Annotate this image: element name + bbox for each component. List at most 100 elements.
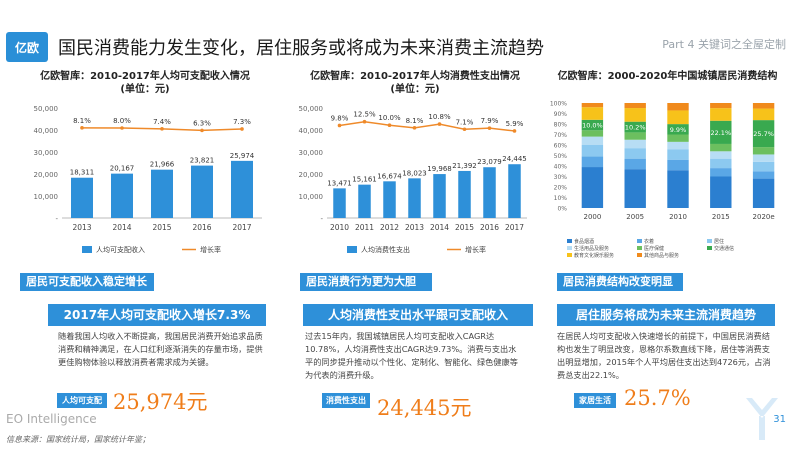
c2-growth-label: 7.9% bbox=[481, 117, 499, 125]
c2-legend-bar-label: 人均消费性支出 bbox=[361, 245, 410, 254]
c2-growth-point bbox=[337, 123, 342, 128]
c3-legend-swatch bbox=[567, 239, 572, 243]
c3-legend-label: 其他商品与服务 bbox=[644, 252, 679, 259]
c1-y-tick: 30,000 bbox=[34, 149, 59, 157]
c3-legend-swatch bbox=[707, 246, 712, 250]
c2-growth-point bbox=[362, 119, 367, 124]
c2-growth-point bbox=[487, 126, 492, 130]
c1-bar-label: 25,974 bbox=[230, 152, 255, 160]
c1-growth-label: 6.3% bbox=[193, 119, 211, 127]
spending-chart: 50,000 40,000 30,000 20,000 10,000 - 13,471 201… bbox=[299, 105, 527, 254]
c3-bar-segment bbox=[624, 132, 646, 140]
c1-x-tick: 2014 bbox=[112, 223, 131, 232]
c1-bar bbox=[111, 173, 133, 218]
c2-legend-bar-swatch bbox=[347, 246, 357, 253]
c2-bar bbox=[333, 188, 346, 218]
c3-legend-swatch bbox=[637, 239, 642, 243]
c2-x-tick: 2014 bbox=[430, 223, 449, 232]
chart1-title: 亿欧智库：2010-2017年人均可支配收入情况 (单位：元) bbox=[30, 70, 260, 96]
c3-legend-label: 食品烟酒 bbox=[574, 238, 594, 245]
c3-y-tick: 40% bbox=[554, 164, 568, 171]
c1-bar bbox=[191, 165, 213, 218]
c3-y-tick: 60% bbox=[554, 143, 568, 150]
c3-bar-segment bbox=[710, 143, 732, 152]
c3-y-tick: 30% bbox=[554, 174, 568, 181]
c1-growth-label: 8.1% bbox=[73, 117, 91, 125]
yiou-logo: 亿欧 bbox=[6, 32, 48, 62]
c1-bar bbox=[71, 177, 93, 218]
c3-y-tick: 90% bbox=[554, 111, 568, 118]
c3-bar-segment bbox=[581, 136, 604, 145]
c2-bar bbox=[508, 164, 521, 218]
c2-bar-label: 15,161 bbox=[352, 176, 377, 184]
chart2-title: 亿欧智库：2010-2017年人均消费性支出情况 (单位：元) bbox=[300, 70, 530, 96]
c2-growth-label: 8.1% bbox=[406, 117, 424, 125]
c1-growth-point bbox=[200, 128, 204, 133]
c2-growth-label: 5.9% bbox=[506, 120, 524, 128]
c1-legend-bar-swatch bbox=[82, 246, 92, 253]
c3-segment-label: 10.2% bbox=[625, 124, 646, 132]
c3-y-tick: 100% bbox=[550, 101, 567, 108]
c2-bar bbox=[483, 167, 496, 218]
c3-bar-segment bbox=[667, 124, 689, 135]
c3-bar-segment bbox=[752, 154, 775, 162]
c1-y-tick: 50,000 bbox=[34, 105, 59, 113]
c3-y-tick: 0% bbox=[557, 206, 567, 213]
watermark-y-icon bbox=[746, 398, 778, 440]
c3-bar-segment bbox=[667, 103, 689, 111]
c2-y-tick: 40,000 bbox=[299, 127, 324, 135]
c2-growth-point bbox=[437, 122, 442, 126]
c3-legend-label: 衣着 bbox=[644, 238, 654, 245]
c3-bar-segment bbox=[752, 178, 775, 208]
c3-bar-segment bbox=[710, 158, 732, 169]
c3-bar-segment bbox=[752, 161, 775, 172]
c3-bar-segment bbox=[624, 169, 646, 208]
c2-x-tick: 2016 bbox=[480, 223, 499, 232]
c1-growth-point bbox=[160, 127, 164, 131]
c3-bar-segment bbox=[624, 148, 646, 159]
c2-x-tick: 2011 bbox=[355, 223, 374, 232]
c1-bar-label: 18,311 bbox=[70, 169, 95, 177]
c3-legend-label: 生活用品及服务 bbox=[574, 245, 609, 252]
c1-growth-point bbox=[80, 126, 84, 130]
chart2-title-line: 亿欧智库：2010-2017年人均消费性支出情况 bbox=[310, 71, 520, 82]
c2-bar-label: 21,392 bbox=[452, 162, 477, 170]
c2-bar bbox=[383, 181, 396, 218]
page-number: 31 bbox=[773, 414, 786, 425]
panel1-header: 居民可支配收入稳定增长 bbox=[20, 273, 154, 291]
consumption-structure-chart: 100% 90% 80% 70% 60% 50% 40% 30% 20% 10% 0% 10.0% 20… bbox=[550, 101, 775, 260]
c2-y-tick: 20,000 bbox=[299, 171, 324, 179]
c3-legend-swatch bbox=[637, 253, 642, 257]
chart1-title-line: 亿欧智库：2010-2017年人均可支配收入情况 bbox=[40, 71, 250, 82]
c2-y-tick: 50,000 bbox=[299, 105, 324, 113]
panel2-text: 过去15年内，我国城镇居民人均可支配收入CAGR达10.78%，人均消费性支出C… bbox=[305, 331, 518, 380]
c3-segment-label: 10.0% bbox=[582, 122, 603, 130]
c3-x-tick: 2010 bbox=[669, 213, 687, 221]
logo-text: 亿欧 bbox=[14, 40, 39, 55]
c1-legend-line-label: 增长率 bbox=[200, 245, 221, 254]
c1-y-tick: 40,000 bbox=[34, 127, 59, 135]
c1-y-tick: 20,000 bbox=[34, 171, 59, 179]
c3-bar-segment bbox=[667, 149, 689, 160]
c3-x-tick: 2000 bbox=[583, 213, 601, 221]
c3-y-tick: 50% bbox=[554, 153, 568, 160]
c2-y-tick: 10,000 bbox=[299, 193, 324, 201]
c2-x-tick: 2012 bbox=[380, 223, 399, 232]
c1-bar-label: 21,966 bbox=[150, 161, 175, 169]
c1-y-tick: - bbox=[55, 215, 58, 223]
c3-segment-label: 25.7% bbox=[753, 130, 774, 138]
page-title: 国民消费能力发生变化，居住服务或将成为未来消费主流趋势 bbox=[58, 38, 544, 59]
c1-x-tick: 2017 bbox=[232, 223, 251, 232]
c1-growth-label: 8.0% bbox=[113, 117, 131, 125]
c2-growth-label: 10.8% bbox=[428, 113, 451, 121]
c2-bar-label: 16,674 bbox=[377, 172, 402, 180]
c3-bar-segment bbox=[710, 120, 732, 144]
panel3-header: 居民消费结构改变明显 bbox=[557, 273, 683, 291]
c2-bar-label: 23,079 bbox=[477, 158, 502, 166]
c2-legend-line-label: 增长率 bbox=[465, 245, 486, 254]
income-chart: 50,000 40,000 30,000 20,000 10,000 - 18,311 201… bbox=[34, 105, 262, 254]
c1-growth-label: 7.4% bbox=[153, 118, 171, 126]
c2-growth-point bbox=[412, 126, 417, 130]
c2-bar bbox=[433, 174, 446, 218]
c3-legend-swatch bbox=[567, 253, 572, 257]
